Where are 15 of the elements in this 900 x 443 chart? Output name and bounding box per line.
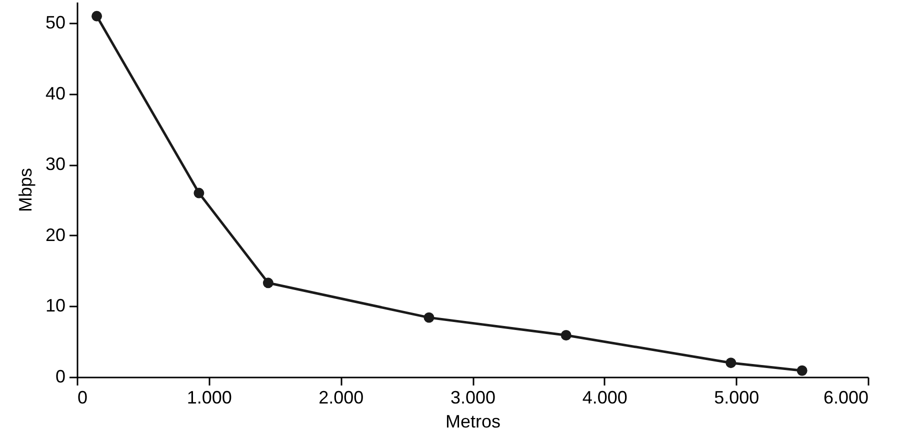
x-tick-label: 3.000 [450, 388, 496, 408]
x-tick-label: 6.000 [823, 388, 868, 408]
y-axis-title: Mbps [15, 168, 36, 212]
y-tick-label: 40 [45, 83, 66, 104]
y-tick-label: 0 [55, 366, 66, 386]
y-tick-label: 20 [45, 224, 66, 245]
x-tick-label: 5.000 [714, 388, 760, 408]
x-tick-label: 0 [78, 388, 88, 408]
x-axis-title: Metros [445, 412, 501, 432]
y-tick-label: 10 [45, 296, 66, 316]
y-tick-label: 50 [45, 12, 66, 33]
x-tick-label: 2.000 [318, 388, 364, 408]
x-tick-label: 4.000 [582, 388, 628, 408]
x-tick-label: 1.000 [186, 388, 232, 408]
y-tick-label: 30 [45, 154, 66, 174]
